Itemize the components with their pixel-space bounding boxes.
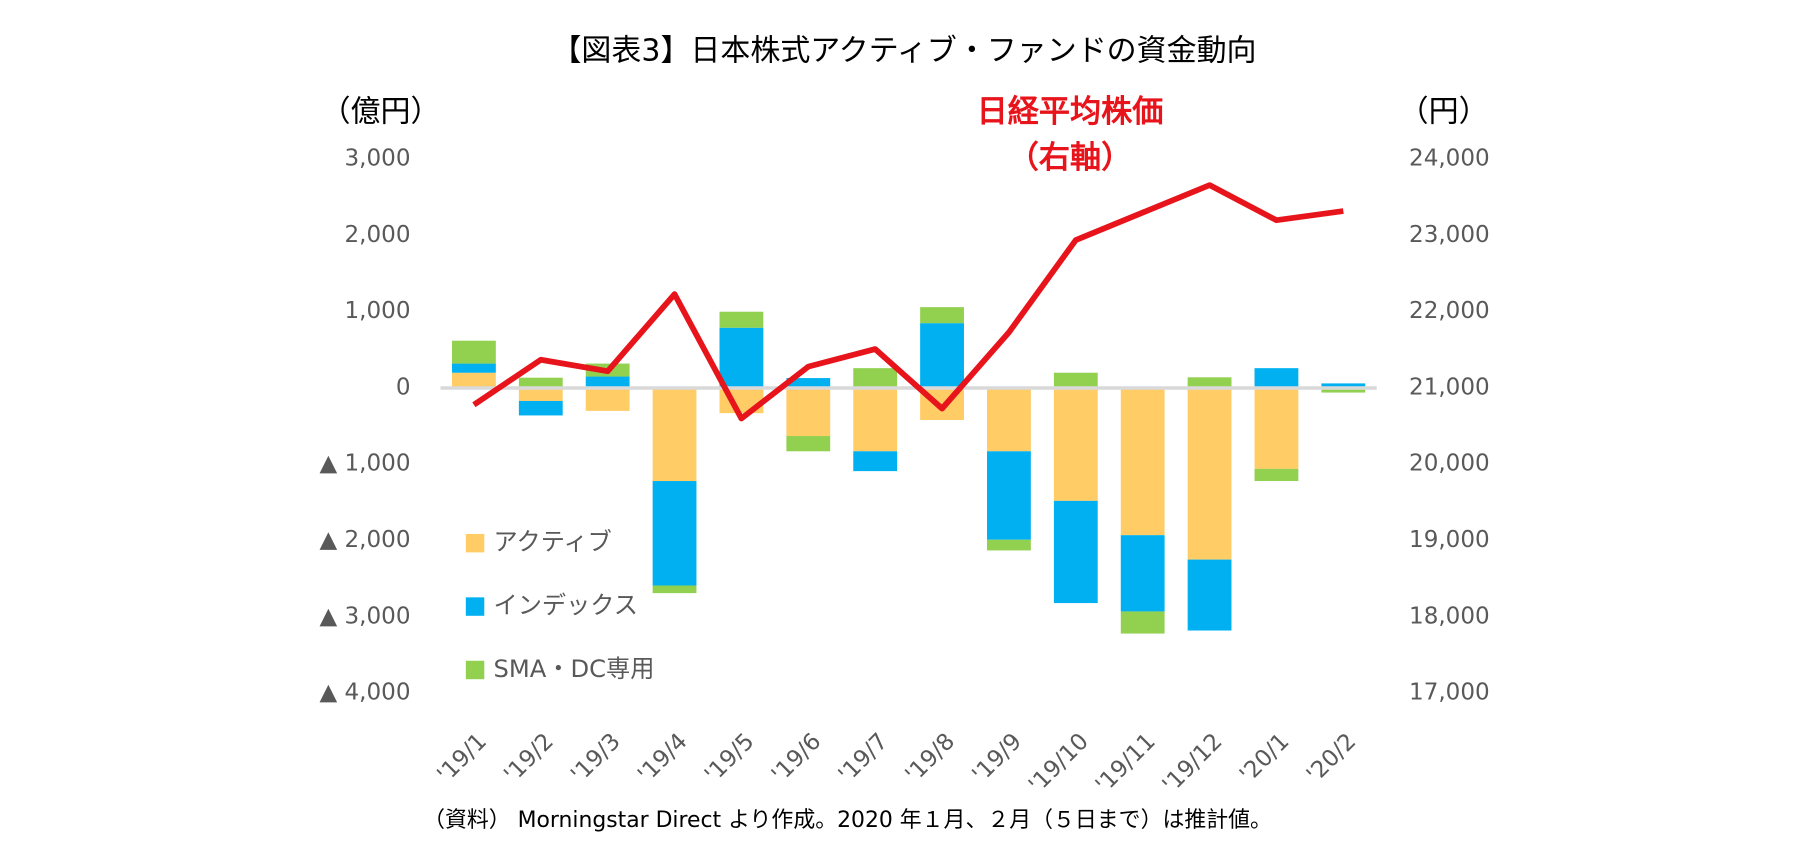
bar (1187, 377, 1232, 388)
bar (452, 372, 496, 388)
y-tick-label: 0 (396, 374, 411, 400)
bar (920, 323, 964, 388)
y-tick-label: 1,000 (345, 298, 411, 324)
y-tick-label: ▲ 1,000 (319, 451, 410, 477)
bar (1187, 559, 1232, 631)
chart-title: 【図表3】日本株式アクティブ・ファンドの資金動向 (551, 33, 1256, 68)
bar (585, 387, 630, 411)
x-tick-label: '20/1 (1235, 728, 1294, 787)
bar (1187, 387, 1232, 560)
bar (987, 539, 1031, 551)
bar (786, 436, 831, 452)
bar (853, 387, 898, 452)
x-tick-label: '19/10 (1024, 728, 1094, 798)
x-tick-label: '19/5 (700, 728, 759, 787)
x-tick-label: '19/9 (968, 728, 1027, 787)
bar (518, 400, 563, 416)
bar (853, 451, 898, 472)
annotation: 日経平均株価 (977, 94, 1164, 130)
y2-tick-label: 18,000 (1409, 603, 1490, 629)
bar (786, 387, 831, 437)
bar (652, 387, 697, 482)
bar (987, 451, 1031, 540)
legend-swatch (465, 660, 485, 680)
y2-tick-label: 19,000 (1409, 527, 1490, 553)
legend-swatch (465, 533, 485, 553)
legend-label: インデックス (494, 592, 639, 620)
bar (585, 376, 630, 388)
bar (1053, 372, 1098, 388)
annotation: （右軸） (1008, 140, 1133, 176)
x-tick-label: '19/11 (1091, 728, 1161, 798)
line (472, 182, 1344, 422)
bar (1254, 468, 1299, 482)
y-tick-label: 3,000 (345, 146, 411, 172)
bar (518, 377, 563, 388)
bar (786, 378, 831, 388)
y2-tick-label: 24,000 (1409, 146, 1490, 172)
bar (1321, 387, 1366, 393)
bar (719, 311, 764, 328)
x-tick-label: '19/7 (834, 728, 893, 787)
bar (1120, 611, 1165, 634)
y-axis-label: （億円） (321, 95, 441, 130)
bar (853, 368, 898, 388)
x-tick-label: '19/6 (767, 728, 826, 787)
x-tick-label: '19/2 (499, 728, 558, 787)
y2-tick-label: 20,000 (1409, 451, 1490, 477)
bar (1120, 387, 1165, 536)
legend-label: アクティブ (494, 528, 612, 556)
y2-tick-label: 22,000 (1409, 298, 1490, 324)
bar (987, 387, 1031, 452)
y2-tick-label: 17,000 (1409, 680, 1490, 706)
y2-axis-label: （円） (1399, 95, 1489, 130)
y-tick-label: 2,000 (345, 222, 411, 248)
source-note: （資料） Morningstar Direct より作成。2020 年１月、２月… (423, 808, 1272, 833)
x-tick-label: '19/1 (433, 728, 492, 787)
x-tick-label: '19/12 (1158, 728, 1228, 798)
legend-label: SMA・DC専用 (494, 655, 655, 683)
y-tick-label: ▲ 2,000 (319, 527, 410, 553)
bar (1053, 500, 1098, 604)
legend-swatch (465, 597, 485, 616)
y-tick-label: ▲ 3,000 (319, 603, 410, 629)
bar (652, 585, 697, 594)
bar (1254, 387, 1299, 469)
y-tick-label: ▲ 4,000 (319, 680, 410, 706)
bar (652, 481, 697, 586)
bar (452, 340, 496, 364)
bar (1120, 535, 1165, 612)
y2-tick-label: 21,000 (1409, 374, 1490, 400)
bar (1321, 383, 1366, 388)
bar (719, 327, 764, 388)
x-tick-label: '19/3 (566, 728, 625, 787)
bar (518, 387, 563, 401)
x-tick-label: '20/2 (1302, 728, 1361, 787)
bar (1254, 368, 1299, 388)
x-tick-label: '19/4 (633, 728, 692, 787)
bar (920, 307, 964, 324)
x-tick-label: '19/8 (901, 728, 960, 787)
bar (1053, 387, 1098, 501)
bar (452, 363, 496, 373)
y2-tick-label: 23,000 (1409, 222, 1490, 248)
